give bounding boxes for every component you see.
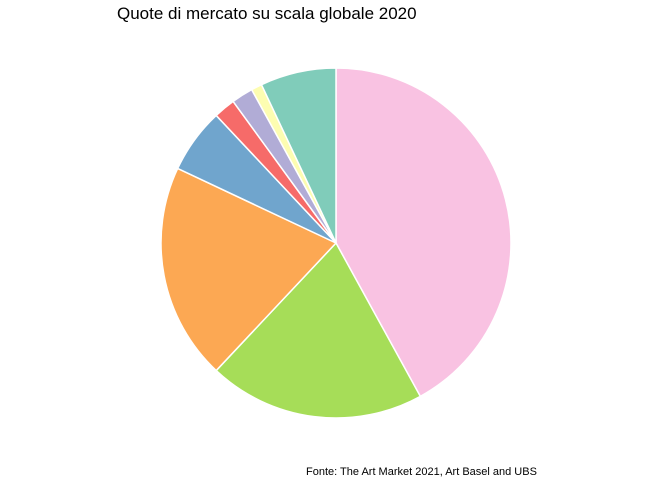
pie-slices	[160, 67, 512, 419]
pie-slice-1	[335, 67, 512, 398]
chart-title: Quote di mercato su scala globale 2020	[117, 4, 417, 23]
pie-slice-8	[260, 67, 337, 244]
chart-caption: Fonte: The Art Market 2021, Art Basel an…	[306, 466, 537, 478]
pie-slice-3	[160, 167, 337, 372]
pie-slice-2	[215, 242, 422, 419]
